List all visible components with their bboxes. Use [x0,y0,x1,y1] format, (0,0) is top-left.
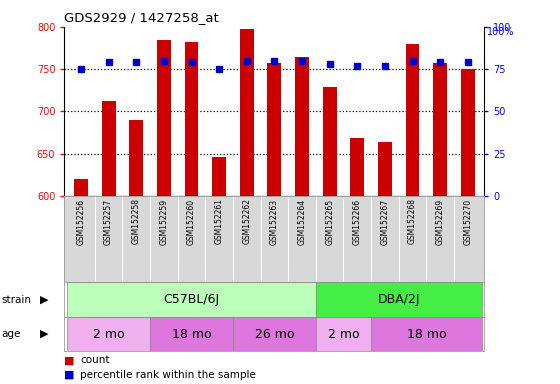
Text: ■: ■ [64,356,75,366]
Text: ▶: ▶ [40,295,49,305]
Text: 26 mo: 26 mo [255,328,294,341]
Text: GDS2929 / 1427258_at: GDS2929 / 1427258_at [64,11,219,24]
Bar [433,63,447,196]
Bar [212,157,226,196]
Bar [316,282,482,317]
Text: ▶: ▶ [40,329,49,339]
Bar [233,317,316,351]
Text: 2 mo: 2 mo [93,328,124,341]
Bar [74,179,88,196]
Bar [405,44,419,196]
Text: 18 mo: 18 mo [407,328,446,341]
Text: GSM152267: GSM152267 [380,199,389,245]
Bar [316,317,371,351]
Text: GSM152257: GSM152257 [104,199,113,245]
Bar [461,69,475,196]
Text: GSM152263: GSM152263 [270,199,279,245]
Text: 100%: 100% [487,27,515,37]
Text: GSM152270: GSM152270 [463,199,472,245]
Text: ■: ■ [64,370,75,380]
Text: C57BL/6J: C57BL/6J [164,293,220,306]
Text: GSM152258: GSM152258 [132,199,141,245]
Text: DBA/2J: DBA/2J [377,293,420,306]
Text: GSM152262: GSM152262 [242,199,251,245]
Text: GSM152264: GSM152264 [297,199,306,245]
Text: GSM152269: GSM152269 [436,199,445,245]
Text: 2 mo: 2 mo [328,328,360,341]
Text: percentile rank within the sample: percentile rank within the sample [80,370,256,380]
Text: count: count [80,356,110,366]
Text: GSM152259: GSM152259 [160,199,169,245]
Bar [371,317,482,351]
Bar [295,57,309,196]
Bar [67,317,150,351]
Bar [129,120,143,196]
Text: GSM152265: GSM152265 [325,199,334,245]
Bar [240,30,254,196]
Bar [157,40,171,196]
Bar [268,63,281,196]
Text: strain: strain [1,295,31,305]
Text: GSM152256: GSM152256 [77,199,86,245]
Bar [67,282,316,317]
Bar [150,317,233,351]
Bar [323,87,337,196]
Text: 18 mo: 18 mo [172,328,211,341]
Text: age: age [1,329,21,339]
Bar [351,138,364,196]
Text: GSM152266: GSM152266 [353,199,362,245]
Text: GSM152260: GSM152260 [187,199,196,245]
Bar [378,142,392,196]
Bar [185,42,198,196]
Text: GSM152268: GSM152268 [408,199,417,245]
Bar [102,101,115,196]
Text: GSM152261: GSM152261 [214,199,223,245]
